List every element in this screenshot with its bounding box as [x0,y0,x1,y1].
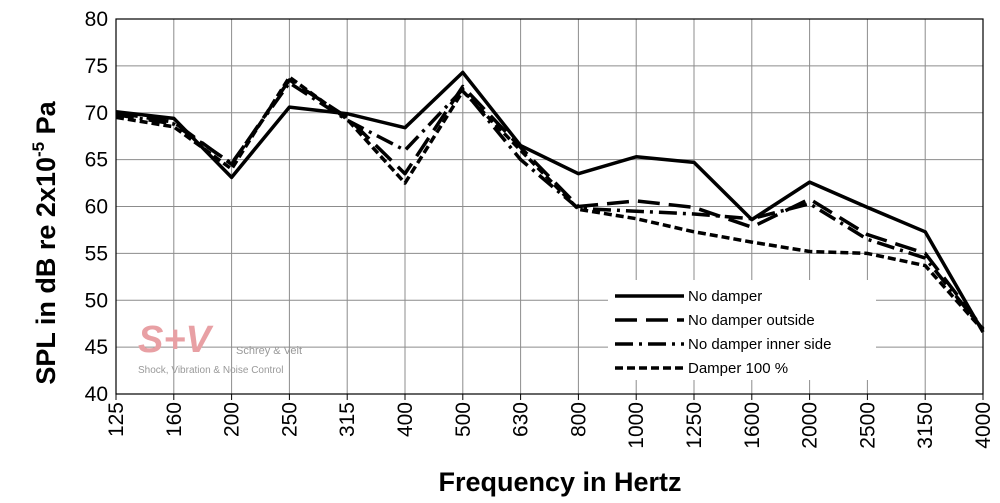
y-tick-label: 40 [85,383,108,406]
y-axis-label-main: SPL in dB re 2x10 [31,157,61,385]
x-tick-label: 630 [510,402,533,437]
x-tick-label: 1250 [683,402,706,449]
x-tick-label: 1600 [741,402,764,449]
x-tick-label: 200 [221,402,244,437]
watermark-tagline: Shock, Vibration & Noise Control [138,365,283,376]
y-axis-label-sup: -5 [29,142,48,157]
x-tick-label: 3150 [914,402,937,449]
x-tick-label: 1000 [625,402,648,449]
x-tick-label: 4000 [972,402,995,449]
watermark-logo: S+V [138,319,214,361]
y-tick-labels: 40 45 50 55 60 65 70 75 80 [85,8,108,406]
y-tick-label: 65 [85,149,108,172]
x-tick-label: 160 [163,402,186,437]
series-group [115,70,985,333]
x-tick-label: 2500 [856,402,879,449]
y-tick-label: 45 [85,336,108,359]
y-axis-label-unit: Pa [31,100,61,142]
x-tick-label: 125 [105,402,128,437]
legend-label-4: Damper 100 % [688,360,788,377]
y-tick-label: 70 [85,102,108,125]
y-tick-label: 80 [85,8,108,31]
x-tick-labels: 125 160 200 250 315 400 500 630 800 1000 1250 1600 2… [105,402,995,449]
y-axis-label: SPL in dB re 2x10-5 Pa [29,100,61,384]
y-tick-label: 75 [85,55,108,78]
x-tick-label: 2000 [799,402,822,449]
x-tick-label: 400 [394,402,417,437]
legend-label-3: No damper inner side [688,336,831,353]
x-tick-label: 800 [567,402,590,437]
watermark-company: Schrey & Veit [236,345,302,357]
x-tick-label: 500 [452,402,475,437]
series-line-4 [115,75,985,332]
y-tick-label: 60 [85,196,108,219]
series-line-1 [115,70,985,333]
x-tick-label: 250 [278,402,301,437]
x-axis-label: Frequency in Hertz [438,467,681,497]
legend-label-2: No damper outside [688,312,815,329]
watermark: S+V Schrey & Veit Shock, Vibration & Noi… [138,319,302,376]
legend: No damper No damper outside No damper inne… [608,280,876,380]
y-tick-label: 50 [85,289,108,312]
plot-frame [115,18,984,395]
legend-label-1: No damper [688,288,762,305]
y-tick-label: 55 [85,242,108,265]
x-tick-label: 315 [336,402,359,437]
